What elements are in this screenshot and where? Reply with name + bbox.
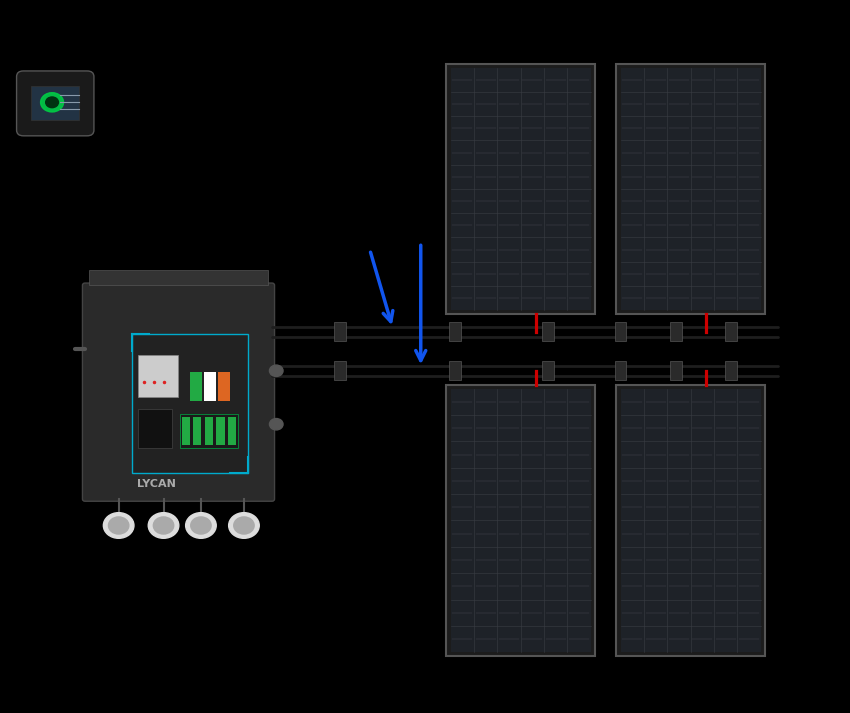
Circle shape	[190, 517, 211, 534]
FancyBboxPatch shape	[17, 71, 94, 135]
FancyBboxPatch shape	[132, 334, 247, 473]
Bar	[204, 372, 216, 401]
Bar	[138, 355, 178, 397]
Circle shape	[109, 517, 129, 534]
Bar	[89, 270, 268, 285]
Bar	[670, 361, 682, 380]
Bar	[446, 64, 595, 314]
Bar	[615, 361, 626, 380]
Bar	[449, 322, 461, 341]
Bar	[450, 68, 591, 310]
Bar	[449, 361, 461, 380]
Circle shape	[148, 513, 178, 538]
Bar	[138, 409, 173, 448]
Circle shape	[229, 513, 259, 538]
Bar	[193, 417, 201, 445]
Text: LYCAN: LYCAN	[137, 479, 175, 489]
Bar	[725, 361, 737, 380]
Bar	[334, 361, 346, 380]
Circle shape	[185, 513, 216, 538]
Bar	[182, 417, 190, 445]
Bar	[725, 322, 737, 341]
FancyBboxPatch shape	[82, 283, 275, 501]
Bar	[31, 86, 80, 120]
Bar	[228, 417, 236, 445]
Bar	[450, 389, 591, 652]
Bar	[620, 389, 761, 652]
Circle shape	[104, 513, 134, 538]
Bar	[616, 64, 765, 314]
Bar	[190, 372, 202, 401]
Bar	[670, 322, 682, 341]
Bar	[180, 414, 238, 448]
Bar	[542, 322, 554, 341]
Circle shape	[46, 97, 59, 108]
Bar	[616, 385, 765, 656]
Bar	[334, 322, 346, 341]
Circle shape	[269, 365, 283, 376]
Bar	[446, 385, 595, 656]
Circle shape	[41, 93, 64, 112]
Bar	[205, 417, 212, 445]
Bar	[615, 322, 626, 341]
Circle shape	[269, 419, 283, 430]
Circle shape	[234, 517, 254, 534]
Bar	[218, 372, 230, 401]
Bar	[620, 68, 761, 310]
Circle shape	[153, 517, 173, 534]
Bar	[542, 361, 554, 380]
Bar	[217, 417, 224, 445]
